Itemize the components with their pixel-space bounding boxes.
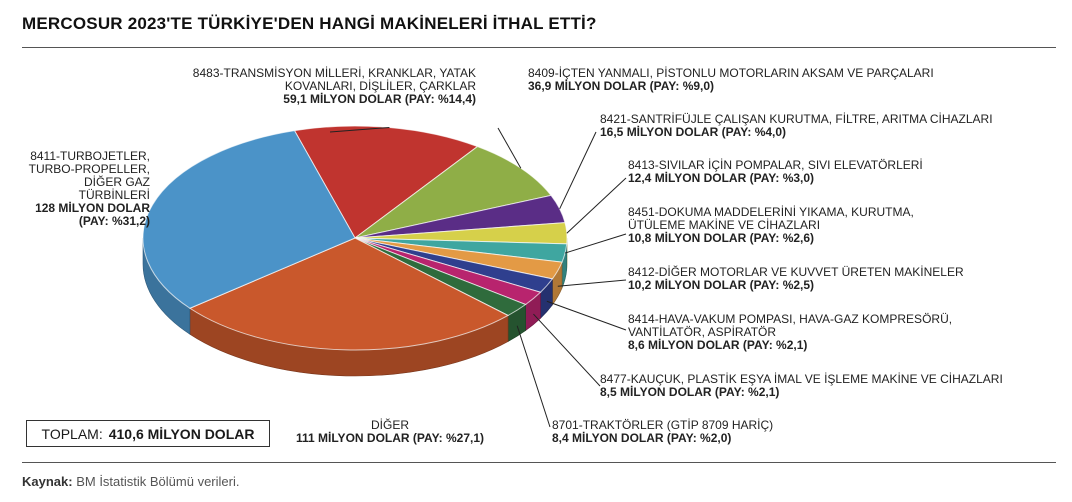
label-8483: 8483-TRANSMİSYON MİLLERİ, KRANKLAR, YATA… (192, 66, 476, 106)
label-8409: 8409-İÇTEN YANMALI, PİSTONLU MOTORLARIN … (528, 66, 934, 93)
pie-slice-1 (354, 145, 552, 239)
leader-line-4 (564, 233, 627, 254)
leader-line-5 (557, 279, 627, 287)
label-8414: 8414-HAVA-VAKUM POMPASI, HAVA-GAZ KOMPRE… (628, 312, 953, 352)
label-8411: 8411-TURBOJETLER, TURBO-PROPELLER, DİĞER… (28, 149, 150, 228)
pie-slices (142, 125, 568, 351)
pie-slice-0 (293, 125, 479, 239)
label-8701: 8701-TRAKTÖRLER (GTİP 8709 HARİÇ) 8,4 Mİ… (552, 418, 774, 445)
leader-lines (329, 126, 627, 428)
leader-line-0 (329, 126, 390, 133)
label-8451: 8451-DOKUMA MADDELERİNİ YIKAMA, KURUTMA,… (628, 205, 914, 245)
leader-line-1 (497, 127, 522, 169)
label-8421: 8421-SANTRİFÜJLE ÇALIŞAN KURUTMA, FİLTRE… (600, 112, 993, 139)
label-diger: DİĞER 111 MİLYON DOLAR (PAY: %27,1) (295, 418, 485, 445)
total-box: TOPLAM: 410,6 MİLYON DOLAR (26, 420, 270, 447)
source-note: Kaynak: BM İstatistik Bölümü verileri. (22, 474, 240, 489)
total-value: 410,6 MİLYON DOLAR (108, 425, 255, 442)
chart-title: MERCOSUR 2023'TE TÜRKİYE'DEN HANGİ MAKİN… (22, 14, 597, 33)
leader-line-8 (516, 325, 551, 428)
top-divider (22, 47, 1056, 48)
label-8477: 8477-KAUÇUK, PLASTİK EŞYA İMAL VE İŞLEME… (600, 372, 1003, 399)
label-8412: 8412-DİĞER MOTORLAR VE KUVVET ÜRETEN MAK… (628, 265, 964, 292)
leader-line-2 (559, 131, 597, 209)
leader-line-6 (546, 300, 627, 331)
label-8413: 8413-SIVILAR İÇİN POMPALAR, SIVI ELEVATÖ… (628, 158, 923, 185)
pie-slice-9 (188, 237, 510, 351)
leader-line-3 (566, 177, 627, 234)
bottom-divider (22, 462, 1056, 463)
total-label: TOPLAM: (41, 425, 103, 442)
pie-slice-10 (142, 130, 356, 309)
leader-line-7 (533, 313, 601, 387)
